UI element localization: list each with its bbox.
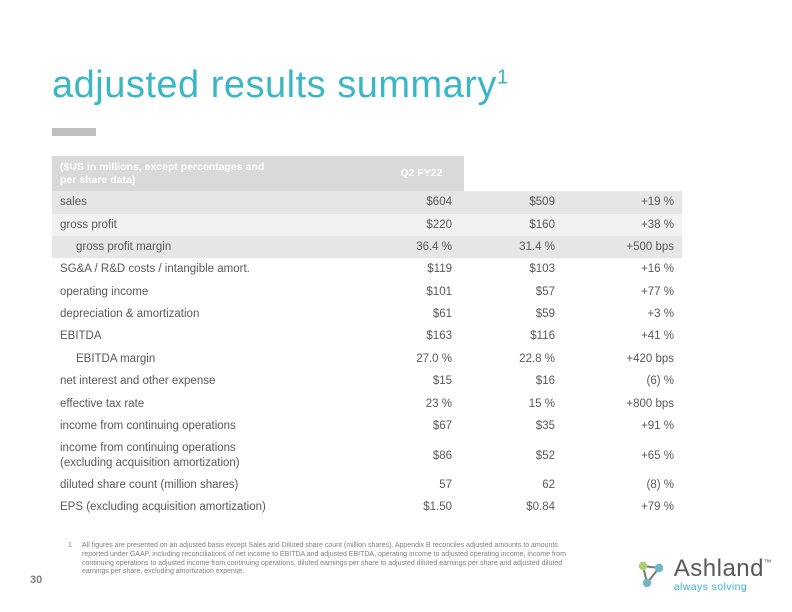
page-number: 30 (30, 574, 42, 586)
table-row: gross profit margin36.4 %31.4 %+500 bps (52, 236, 682, 258)
row-c2: 62 (464, 474, 573, 496)
row-c1: $220 (379, 214, 464, 236)
table-row: income from continuing operations$67$35+… (52, 415, 682, 437)
table-row: net interest and other expense$15$16(6) … (52, 370, 682, 392)
header-label: ($US in millions, except percentages and… (52, 156, 379, 191)
header-blank-1 (464, 156, 573, 191)
row-c2: 22.8 % (464, 348, 573, 370)
row-label: effective tax rate (52, 393, 379, 415)
footnote-number: 1 (68, 542, 72, 551)
row-c2: $35 (464, 415, 573, 437)
row-label: EBITDA margin (52, 348, 379, 370)
row-c2: $116 (464, 325, 573, 347)
row-label: depreciation & amortization (52, 303, 379, 325)
row-c3: +800 bps (573, 393, 682, 415)
row-c1: $163 (379, 325, 464, 347)
results-table-wrap: ($US in millions, except percentages and… (52, 156, 682, 519)
table-row: diluted share count (million shares)5762… (52, 474, 682, 496)
row-c2: $16 (464, 370, 573, 392)
row-c2: 31.4 % (464, 236, 573, 258)
row-c2: 15 % (464, 393, 573, 415)
row-label: income from continuing operations (52, 415, 379, 437)
row-c2: $52 (464, 437, 573, 474)
row-c3: (8) % (573, 474, 682, 496)
row-c1: $67 (379, 415, 464, 437)
footnote-text: All figures are presented on an adjusted… (82, 542, 566, 575)
table-row: income from continuing operations(exclud… (52, 437, 682, 474)
row-c1: $86 (379, 437, 464, 474)
table-row: depreciation & amortization$61$59+3 % (52, 303, 682, 325)
header-period: Q2 FY22 (379, 156, 464, 191)
logo-name-text: Ashland (674, 555, 764, 582)
row-label: SG&A / R&D costs / intangible amort. (52, 258, 379, 280)
logo-mark-icon (634, 557, 668, 591)
row-c3: +41 % (573, 325, 682, 347)
row-c1: $119 (379, 258, 464, 280)
row-c1: 27.0 % (379, 348, 464, 370)
row-label: income from continuing operations(exclud… (52, 437, 379, 474)
row-c3: +19 % (573, 191, 682, 213)
table-row: SG&A / R&D costs / intangible amort.$119… (52, 258, 682, 280)
row-c1: 36.4 % (379, 236, 464, 258)
row-c1: 23 % (379, 393, 464, 415)
table-row: gross profit$220$160+38 % (52, 214, 682, 236)
row-c3: +420 bps (573, 348, 682, 370)
table-header: ($US in millions, except percentages and… (52, 156, 682, 191)
row-c1: $61 (379, 303, 464, 325)
row-label: net interest and other expense (52, 370, 379, 392)
logo-name: Ashland ™ (674, 557, 764, 581)
title-text: adjusted results summary (52, 64, 497, 106)
logo-tagline: always solving (674, 582, 764, 593)
row-label: sales (52, 191, 379, 213)
row-label: operating income (52, 281, 379, 303)
company-logo: Ashland ™ always solving (634, 557, 764, 593)
row-label: gross profit (52, 214, 379, 236)
row-c3: +91 % (573, 415, 682, 437)
row-c1: $15 (379, 370, 464, 392)
table-row: EBITDA$163$116+41 % (52, 325, 682, 347)
row-c1: 57 (379, 474, 464, 496)
row-c1: $101 (379, 281, 464, 303)
table-row: operating income$101$57+77 % (52, 281, 682, 303)
row-c3: +16 % (573, 258, 682, 280)
table-row: EPS (excluding acquisition amortization)… (52, 496, 682, 518)
row-c1: $604 (379, 191, 464, 213)
title-superscript: 1 (497, 66, 509, 88)
row-c3: +77 % (573, 281, 682, 303)
trademark-icon: ™ (764, 559, 773, 567)
table-row: sales$604$509+19 % (52, 191, 682, 213)
header-blank-2 (573, 156, 682, 191)
table-row: effective tax rate23 %15 %+800 bps (52, 393, 682, 415)
row-c2: $160 (464, 214, 573, 236)
row-c2: $509 (464, 191, 573, 213)
row-c3: +3 % (573, 303, 682, 325)
page-title: adjusted results summary1 (52, 64, 509, 107)
footnote: 1 All figures are presented on an adjust… (82, 542, 572, 577)
row-c2: $59 (464, 303, 573, 325)
row-c3: +79 % (573, 496, 682, 518)
logo-text: Ashland ™ always solving (674, 557, 764, 593)
row-c1: $1.50 (379, 496, 464, 518)
row-c2: $0.84 (464, 496, 573, 518)
row-label: EBITDA (52, 325, 379, 347)
row-c2: $103 (464, 258, 573, 280)
row-c3: +38 % (573, 214, 682, 236)
row-c3: +65 % (573, 437, 682, 474)
row-c3: (6) % (573, 370, 682, 392)
row-c3: +500 bps (573, 236, 682, 258)
results-table: ($US in millions, except percentages and… (52, 156, 682, 519)
table-body: sales$604$509+19 %gross profit$220$160+3… (52, 191, 682, 519)
title-underline (52, 128, 96, 136)
row-label: EPS (excluding acquisition amortization) (52, 496, 379, 518)
row-label: gross profit margin (52, 236, 379, 258)
row-c2: $57 (464, 281, 573, 303)
row-label: diluted share count (million shares) (52, 474, 379, 496)
table-row: EBITDA margin27.0 %22.8 %+420 bps (52, 348, 682, 370)
